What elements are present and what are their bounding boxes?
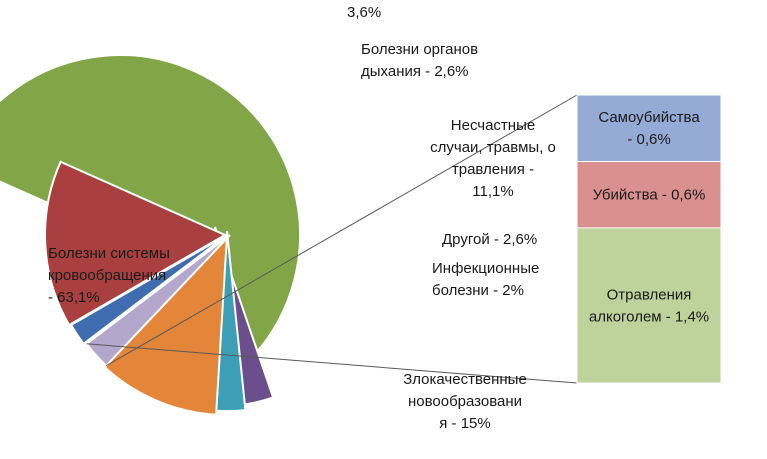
pie-slice-accidents — [101, 232, 229, 416]
connector-top — [105, 94, 578, 367]
bar-label-suicide-line-2: - 0,6% — [627, 131, 670, 148]
pie-label-accidents-line-4: 11,1% — [472, 183, 513, 200]
pie-label-neoplasms-line-1: Злокачественные — [403, 371, 527, 388]
pie-label-neoplasms-line-3: я - 15% — [439, 415, 490, 432]
pie-label-neoplasms-line-2: новообразовани — [408, 393, 522, 410]
bar-segment-suicide — [576, 94, 722, 162]
pie-slices — [0, 54, 302, 416]
pie-label-respiratory-line-2: дыхания - 2,6% — [361, 63, 469, 80]
connector-lines — [86, 94, 578, 384]
pie-label-circulatory-line-2: кровообращения — [48, 267, 166, 284]
connector-bottom — [86, 343, 578, 384]
pie-label-accidents-line-1: Несчастные — [451, 117, 535, 134]
pie-slice-neoplasms — [44, 160, 228, 327]
pie-label-unlabeled-line-1: 3,6% — [347, 4, 381, 21]
bar-segment-murder — [576, 161, 722, 229]
bar-label-suicide-line-1: Самоубийства — [598, 109, 700, 126]
bar-label-alcohol-line-2: алкоголем - 1,4% — [589, 309, 709, 326]
bar-label-murder-line-1: Убийства - 0,6% — [593, 187, 706, 204]
bar-label-alcohol-line-1: Отравления — [607, 287, 692, 304]
pie-label-circulatory-line-1: Болезни системы — [48, 245, 170, 262]
data-labels: Самоубийства - 0,6% Убийства - 0,6% Отравле… — [48, 4, 709, 432]
pie-label-infectious-line-2: болезни - 2% — [432, 282, 524, 299]
bar-segments — [576, 94, 722, 384]
bar-segment-alcohol — [576, 227, 722, 384]
pie-label-infectious-line-1: Инфекционные — [432, 260, 539, 277]
pie-label-accidents-line-2: случаи, травмы, о — [430, 139, 556, 156]
pie-slice-infectious — [69, 234, 228, 346]
pie-label-other-line-1: Другой - 2,6% — [442, 231, 537, 248]
pie-label-circulatory-line-3: - 63,1% — [48, 289, 100, 306]
pie-label-respiratory-line-1: Болезни органов — [361, 41, 478, 58]
pie-label-accidents-line-3: травления - — [452, 161, 534, 178]
